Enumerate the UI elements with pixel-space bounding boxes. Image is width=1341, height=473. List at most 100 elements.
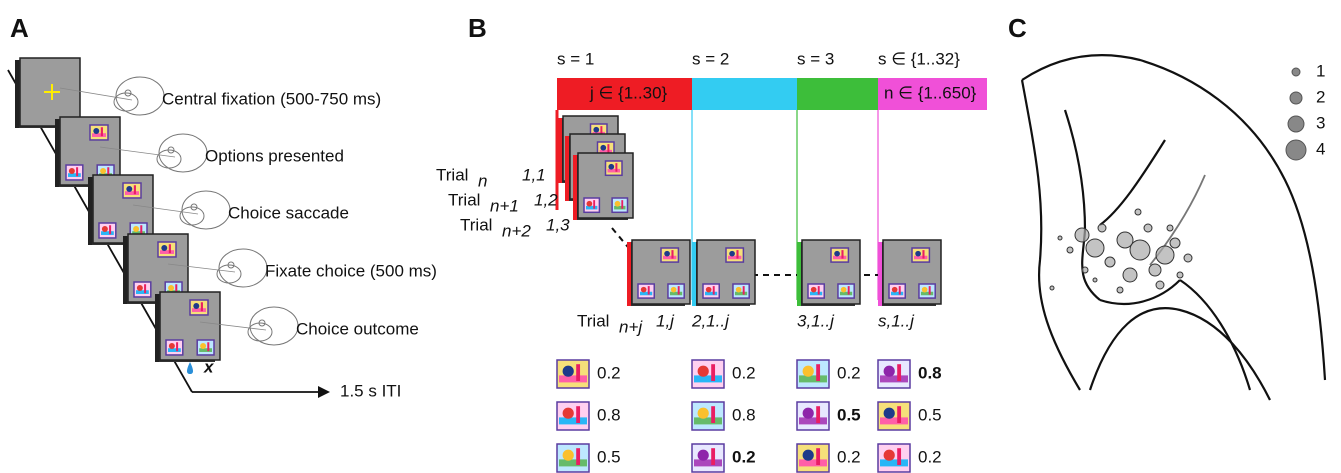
figure: A B C Central fixation (500-750 ms)Optio… xyxy=(0,0,1341,473)
icon-shape xyxy=(563,408,574,419)
choice-value: 0.8 xyxy=(732,405,756,424)
stimulus-icon xyxy=(661,248,678,262)
icon-shape xyxy=(803,366,814,377)
trial-word: Trial xyxy=(436,165,468,184)
icon-shape xyxy=(648,286,650,294)
neuron xyxy=(1067,247,1073,253)
icon-shape xyxy=(576,406,580,423)
icon-shape xyxy=(884,450,895,461)
stimulus-icon xyxy=(123,183,141,198)
icon-shape xyxy=(587,201,593,207)
icon-shape xyxy=(69,168,75,174)
icon-band xyxy=(694,459,722,466)
icon-shape xyxy=(621,200,623,209)
stimulus-icon xyxy=(912,248,929,262)
neuron xyxy=(1075,228,1089,242)
icon-band xyxy=(694,417,722,424)
icon-shape xyxy=(76,167,78,176)
icon-shape xyxy=(169,343,175,349)
stimulus-icon xyxy=(557,402,589,430)
trial-number: n xyxy=(478,171,487,190)
icon-shape xyxy=(563,450,574,461)
icon-shape xyxy=(922,250,924,258)
icon-band xyxy=(705,292,717,296)
icon-shape xyxy=(897,448,901,465)
icon-band xyxy=(880,417,908,424)
neuron xyxy=(1149,264,1161,276)
stimulus-icon xyxy=(557,360,589,388)
neuron xyxy=(1082,267,1088,273)
icon-shape xyxy=(811,287,817,293)
stimulus-icon xyxy=(878,360,910,388)
trial-index: 1,1 xyxy=(522,165,546,184)
icon-shape xyxy=(698,408,709,419)
icon-band xyxy=(921,292,933,296)
trial-word: Trial xyxy=(460,215,492,234)
trial-number: n+j xyxy=(619,317,643,336)
stimulus-icon xyxy=(692,360,724,388)
icon-band xyxy=(891,292,903,296)
session-header: s = 1 xyxy=(557,49,594,68)
monitor-edge xyxy=(797,242,801,306)
icon-shape xyxy=(137,285,143,291)
stimulus-icon xyxy=(797,360,829,388)
icon-shape xyxy=(671,250,673,258)
icon-shape xyxy=(848,286,850,294)
neuron xyxy=(1156,246,1174,264)
legend-label: 2 xyxy=(1316,87,1325,106)
session-index: 3,1..j xyxy=(797,311,835,330)
step-label: Choice saccade xyxy=(228,203,349,222)
icon-shape xyxy=(671,287,677,293)
icon-shape xyxy=(193,303,199,309)
session-header: s = 3 xyxy=(797,49,834,68)
icon-shape xyxy=(144,284,146,293)
neuron xyxy=(1135,209,1141,215)
icon-shape xyxy=(593,200,595,209)
icon-band xyxy=(694,375,722,382)
choice-value: 0.2 xyxy=(837,363,861,382)
stimulus-icon xyxy=(190,300,208,315)
icon-shape xyxy=(134,185,136,194)
icon-shape xyxy=(713,286,715,294)
icon-shape xyxy=(698,450,709,461)
icon-band xyxy=(663,256,676,260)
stimulus-icon xyxy=(838,284,854,298)
icon-frame xyxy=(912,248,929,262)
icon-shape xyxy=(816,448,820,465)
icon-shape xyxy=(922,287,928,293)
stimulus-icon xyxy=(638,284,654,298)
neuron xyxy=(1177,272,1183,278)
neuron xyxy=(1086,239,1104,257)
icon-shape xyxy=(816,406,820,423)
session-header: s = 2 xyxy=(692,49,729,68)
stimulus-icon xyxy=(134,282,151,297)
icon-shape xyxy=(615,163,617,172)
stimulus-icon xyxy=(726,248,743,262)
icon-shape xyxy=(563,366,574,377)
choice-value: 0.8 xyxy=(597,405,621,424)
stimulus-icon xyxy=(919,284,935,298)
iti-label: 1.5 s ITI xyxy=(340,381,401,400)
monitor-edge xyxy=(88,177,92,245)
icon-shape xyxy=(576,364,580,381)
icon-shape xyxy=(126,186,132,192)
stimulus-icon xyxy=(831,248,848,262)
trial-number: n+1 xyxy=(490,196,519,215)
session-bar xyxy=(797,78,878,110)
icon-band xyxy=(101,231,114,235)
icon-shape xyxy=(711,364,715,381)
icon-shape xyxy=(897,364,901,381)
icon-shape xyxy=(706,287,712,293)
icon-band xyxy=(559,459,587,466)
icon-shape xyxy=(698,366,709,377)
step-label: Choice outcome xyxy=(296,319,419,338)
icon-shape xyxy=(207,342,209,351)
choice-value: 0.8 xyxy=(918,363,942,382)
stimulus-icon xyxy=(733,284,749,298)
icon-band xyxy=(192,308,206,312)
stimulus-icon xyxy=(703,284,719,298)
stimulus-icon xyxy=(692,444,724,472)
choice-value: 0.2 xyxy=(732,447,756,466)
icon-band xyxy=(810,292,822,296)
neuron xyxy=(1058,236,1062,240)
